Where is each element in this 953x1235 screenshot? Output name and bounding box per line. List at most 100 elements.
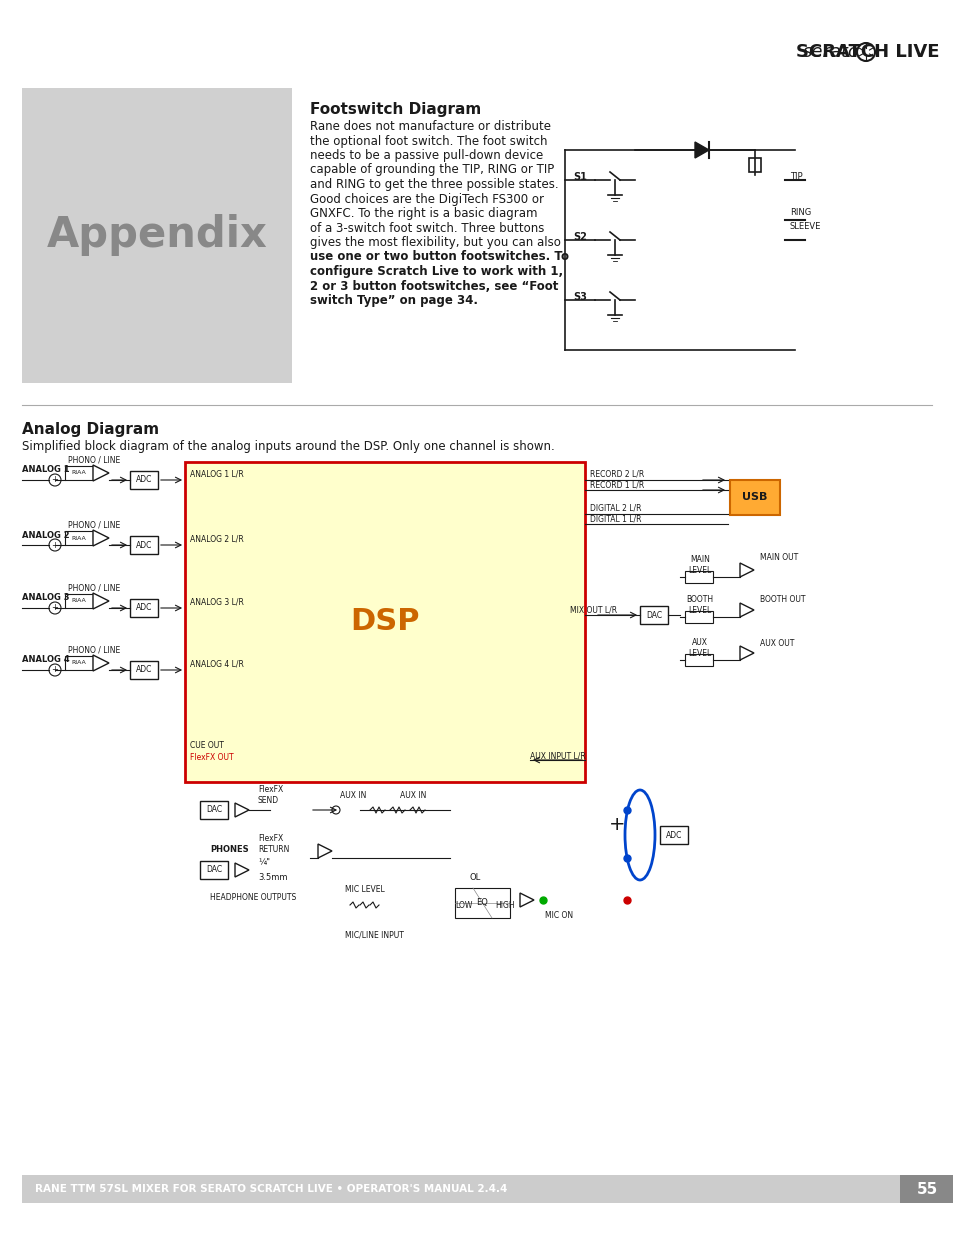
Text: PHONO / LINE: PHONO / LINE xyxy=(68,456,120,464)
Text: Simplified block diagram of the analog inputs around the DSP. Only one channel i: Simplified block diagram of the analog i… xyxy=(22,440,554,453)
Text: serato: serato xyxy=(802,43,859,61)
Text: Rane does not manufacture or distribute: Rane does not manufacture or distribute xyxy=(310,120,551,133)
Text: Good choices are the DigiTech FS300 or: Good choices are the DigiTech FS300 or xyxy=(310,193,543,205)
Text: +: + xyxy=(51,604,58,613)
Text: ADC: ADC xyxy=(135,604,152,613)
FancyBboxPatch shape xyxy=(65,656,92,671)
Text: gives the most flexibility, but you can also: gives the most flexibility, but you can … xyxy=(310,236,560,249)
Text: capable of grounding the TIP, RING or TIP: capable of grounding the TIP, RING or TI… xyxy=(310,163,554,177)
Text: MIC ON: MIC ON xyxy=(544,910,573,920)
Text: MAIN OUT: MAIN OUT xyxy=(760,553,798,562)
Text: configure Scratch Live to work with 1,: configure Scratch Live to work with 1, xyxy=(310,266,562,278)
FancyBboxPatch shape xyxy=(185,462,584,782)
Text: DAC: DAC xyxy=(206,866,222,874)
Polygon shape xyxy=(92,593,109,609)
Text: MIX OUT L/R: MIX OUT L/R xyxy=(569,605,617,615)
Text: RIAA: RIAA xyxy=(71,661,87,666)
Text: PHONO / LINE: PHONO / LINE xyxy=(68,646,120,655)
Polygon shape xyxy=(519,893,534,906)
Text: ADC: ADC xyxy=(135,666,152,674)
Text: ANALOG 3 L/R: ANALOG 3 L/R xyxy=(190,598,244,606)
Bar xyxy=(684,611,712,622)
Text: S1: S1 xyxy=(573,172,586,182)
Text: S2: S2 xyxy=(573,232,586,242)
Circle shape xyxy=(49,664,61,676)
Text: GNXFC. To the right is a basic diagram: GNXFC. To the right is a basic diagram xyxy=(310,207,537,220)
FancyBboxPatch shape xyxy=(200,802,228,819)
Text: OL: OL xyxy=(469,873,480,883)
Text: RIAA: RIAA xyxy=(71,471,87,475)
Text: the optional foot switch. The foot switch: the optional foot switch. The foot switc… xyxy=(310,135,547,147)
FancyBboxPatch shape xyxy=(65,594,92,608)
Text: MIC LEVEL: MIC LEVEL xyxy=(345,885,384,894)
Text: ¼": ¼" xyxy=(257,857,270,867)
Bar xyxy=(684,655,712,666)
Text: ANALOG 2 L/R: ANALOG 2 L/R xyxy=(190,535,244,543)
FancyBboxPatch shape xyxy=(65,531,92,545)
Text: ADC: ADC xyxy=(135,541,152,550)
Text: HEADPHONE OUTPUTS: HEADPHONE OUTPUTS xyxy=(210,893,296,903)
Circle shape xyxy=(49,601,61,614)
Text: ANALOG 1 L/R: ANALOG 1 L/R xyxy=(190,469,244,478)
FancyBboxPatch shape xyxy=(659,826,687,844)
Text: TIP: TIP xyxy=(789,172,801,182)
Text: use one or two button footswitches. To: use one or two button footswitches. To xyxy=(310,251,568,263)
Text: ANALOG 4 L/R: ANALOG 4 L/R xyxy=(190,659,244,668)
Bar xyxy=(455,888,510,918)
Text: switch Type” on page 34.: switch Type” on page 34. xyxy=(310,294,477,308)
Polygon shape xyxy=(234,863,249,877)
Text: AUX
LEVEL: AUX LEVEL xyxy=(688,638,711,658)
Text: +: + xyxy=(608,815,624,835)
Text: RECORD 1 L/R: RECORD 1 L/R xyxy=(589,480,643,489)
Text: DSP: DSP xyxy=(350,608,419,636)
FancyBboxPatch shape xyxy=(130,661,158,679)
Text: DIGITAL 1 L/R: DIGITAL 1 L/R xyxy=(589,515,640,524)
Text: 3.5mm: 3.5mm xyxy=(257,873,287,883)
Text: RECORD 2 L/R: RECORD 2 L/R xyxy=(589,469,643,478)
Text: MIC/LINE INPUT: MIC/LINE INPUT xyxy=(345,930,403,940)
Polygon shape xyxy=(695,142,708,158)
Text: 2 or 3 button footswitches, see “Foot: 2 or 3 button footswitches, see “Foot xyxy=(310,279,558,293)
FancyBboxPatch shape xyxy=(130,471,158,489)
Circle shape xyxy=(49,474,61,487)
FancyBboxPatch shape xyxy=(200,861,228,879)
Text: SCRATCH LIVE: SCRATCH LIVE xyxy=(796,43,939,61)
Text: EQ: EQ xyxy=(476,899,487,908)
Polygon shape xyxy=(740,603,753,618)
Bar xyxy=(684,571,712,583)
Text: DAC: DAC xyxy=(645,610,661,620)
Text: RIAA: RIAA xyxy=(71,599,87,604)
Text: 55: 55 xyxy=(916,1182,937,1197)
Text: PHONO / LINE: PHONO / LINE xyxy=(68,520,120,530)
Polygon shape xyxy=(317,844,332,858)
Text: ANALOG 2: ANALOG 2 xyxy=(22,531,70,540)
Text: DIGITAL 2 L/R: DIGITAL 2 L/R xyxy=(589,504,640,513)
Text: ADC: ADC xyxy=(665,830,681,840)
Text: AUX IN: AUX IN xyxy=(399,792,426,800)
Text: BOOTH OUT: BOOTH OUT xyxy=(760,595,804,604)
FancyBboxPatch shape xyxy=(22,88,292,383)
Text: Appendix: Appendix xyxy=(47,214,267,256)
Text: ANALOG 3: ANALOG 3 xyxy=(22,594,70,603)
Text: ANALOG 4: ANALOG 4 xyxy=(22,656,70,664)
Circle shape xyxy=(49,538,61,551)
Text: HIGH: HIGH xyxy=(495,900,514,909)
FancyBboxPatch shape xyxy=(729,480,780,515)
Polygon shape xyxy=(92,655,109,671)
Polygon shape xyxy=(92,466,109,480)
Text: PHONES: PHONES xyxy=(210,846,249,855)
Text: of a 3-switch foot switch. Three buttons: of a 3-switch foot switch. Three buttons xyxy=(310,221,544,235)
Text: FlexFX OUT: FlexFX OUT xyxy=(190,752,233,762)
Text: ADC: ADC xyxy=(135,475,152,484)
Text: SLEEVE: SLEEVE xyxy=(789,222,821,231)
Polygon shape xyxy=(92,530,109,546)
Circle shape xyxy=(332,806,339,814)
Text: RING: RING xyxy=(789,207,810,217)
Text: AUX IN: AUX IN xyxy=(339,792,366,800)
Text: USB: USB xyxy=(741,493,767,503)
Polygon shape xyxy=(740,646,753,659)
FancyBboxPatch shape xyxy=(639,606,667,624)
Text: needs to be a passive pull-down device: needs to be a passive pull-down device xyxy=(310,149,542,162)
Text: and RING to get the three possible states.: and RING to get the three possible state… xyxy=(310,178,558,191)
Polygon shape xyxy=(740,563,753,577)
